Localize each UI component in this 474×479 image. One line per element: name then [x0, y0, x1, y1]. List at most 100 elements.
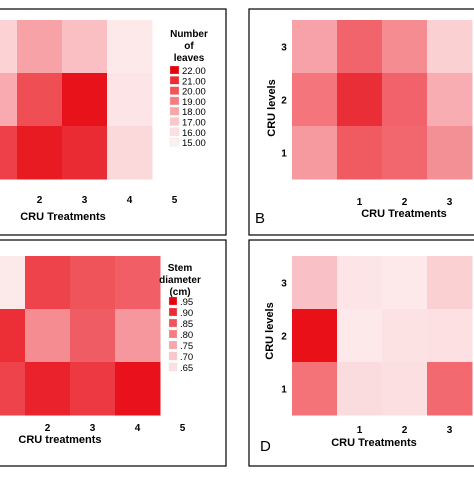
panel-d-border [248, 239, 474, 467]
heatmap-cell [25, 362, 71, 416]
legend-label: 16.00 [182, 128, 206, 139]
legend-label: .70 [180, 352, 193, 363]
x-tick-label: 2 [402, 425, 408, 436]
panel-c-border [0, 239, 227, 467]
heatmap-cell [25, 256, 71, 310]
legend-swatch [168, 340, 178, 350]
legend-label: 15.00 [182, 138, 206, 149]
legend-swatch [168, 307, 178, 317]
heatmap-cell [115, 256, 161, 310]
y-tick-label: 2 [281, 96, 287, 107]
heatmap-cell [0, 73, 18, 127]
heatmap-cell [337, 20, 383, 74]
panel-d-yticks: 3 2 1 [281, 279, 287, 396]
legend-swatch [168, 362, 178, 372]
heatmap-cell [292, 256, 338, 310]
legend-label: 21.00 [182, 76, 206, 87]
panel-d: 1234 321 CRU Treatments CRU levels D [248, 239, 474, 467]
heatmap-cell [62, 73, 108, 127]
heatmap-cell [382, 256, 428, 310]
heatmap-cell [0, 20, 18, 74]
heatmap-cell [292, 362, 338, 416]
heatmap-cell [337, 256, 383, 310]
panel-c-legend-title-line2: diameter [159, 275, 201, 286]
heatmap-cell [427, 256, 473, 310]
legend-label: 19.00 [182, 97, 206, 108]
legend-label: .75 [180, 341, 193, 352]
panel-d-xlabel: CRU Treatments [331, 437, 417, 449]
legend-swatch [168, 329, 178, 339]
x-tick-label: 5 [180, 423, 186, 434]
heatmap-cell [382, 362, 428, 416]
x-tick-label: 3 [82, 195, 88, 206]
heatmap-cell [427, 309, 473, 363]
panel-b-border [248, 8, 474, 236]
legend-swatch [169, 76, 180, 85]
y-tick-label: 1 [281, 385, 287, 396]
heatmap-cell [62, 20, 108, 74]
x-tick-label: 4 [135, 423, 141, 434]
heatmap-cell [107, 73, 153, 127]
legend-swatch [169, 96, 180, 106]
heatmap-cell [292, 20, 338, 74]
legend-swatch [169, 137, 180, 147]
panel-c: 2 3 4 5 CRU treatments Stem diameter (cm) .… [0, 239, 227, 467]
heatmap-cell [337, 309, 383, 363]
legend-label: .80 [180, 330, 193, 341]
y-tick-label: 3 [281, 279, 287, 290]
x-tick-label: 2 [37, 195, 43, 206]
panel-a-xticks: 2 3 4 5 [37, 195, 178, 206]
panel-b-xticks: 1234 [357, 197, 453, 208]
legend-swatch [168, 318, 178, 328]
heatmap-cell [70, 309, 116, 363]
heatmap-cell [70, 256, 116, 310]
panel-c-legend-title-line3: (cm) [169, 287, 190, 298]
heatmap-cell [25, 309, 71, 363]
panel-b-ylabel: CRU levels [266, 79, 278, 136]
legend-label: 20.00 [182, 87, 206, 98]
y-tick-label: 2 [281, 332, 287, 343]
legend-label: .95 [180, 297, 193, 308]
heatmap-cell [17, 20, 63, 74]
x-tick-label: 2 [402, 197, 408, 208]
legend-label: .65 [180, 363, 193, 374]
heatmap-cell [62, 126, 108, 180]
panel-d-cells [292, 256, 473, 416]
x-tick-label: 3 [447, 425, 453, 436]
x-tick-label: 1 [357, 425, 363, 436]
panel-b-panel-label: B [255, 210, 265, 227]
heatmap-cell [17, 126, 63, 180]
panel-c-xticks: 2 3 4 5 [45, 423, 186, 434]
panel-a-cells [0, 20, 153, 180]
legend-label: 17.00 [182, 118, 206, 129]
panel-a: 2 3 4 5 CRU Treatments Number of leaves 22.… [0, 8, 227, 236]
heatmap-cell [292, 73, 338, 127]
panel-a-legend-title-line3: leaves [174, 53, 205, 64]
heatmap-cell [0, 309, 26, 363]
heatmap-cell [107, 20, 153, 74]
heatmap-cell [427, 362, 473, 416]
legend-swatch [169, 107, 180, 116]
panel-a-legend-title-line1: Number [170, 29, 208, 40]
x-tick-label: 3 [90, 423, 96, 434]
panel-d-xticks: 1234 [357, 425, 453, 436]
panel-c-xlabel: CRU treatments [18, 434, 101, 446]
panel-b-cells [292, 20, 473, 180]
heatmap-cell [427, 73, 473, 127]
y-tick-label: 1 [281, 149, 287, 160]
heatmap-cell [0, 362, 26, 416]
heatmap-cell [115, 362, 161, 416]
x-tick-label: 1 [357, 197, 363, 208]
heatmap-cell [107, 126, 153, 180]
y-tick-label: 3 [281, 43, 287, 54]
panel-a-legend-title-line2: of [184, 41, 194, 52]
x-tick-label: 3 [447, 197, 453, 208]
heatmap-cell [427, 20, 473, 74]
panel-b: 1234 321 CRU Treatments CRU levels B [248, 8, 474, 236]
legend-swatch [169, 86, 180, 95]
panel-b-xlabel: CRU Treatments [361, 208, 447, 220]
legend-swatch [168, 296, 178, 306]
heatmap-cell [292, 126, 338, 180]
